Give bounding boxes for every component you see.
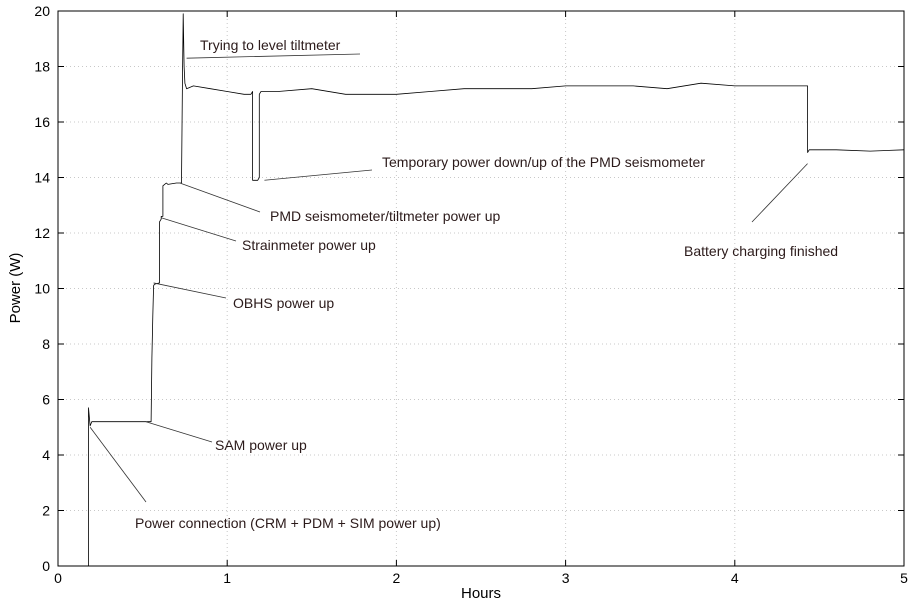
annotation-leader bbox=[186, 53, 361, 59]
x-tick-label: 3 bbox=[562, 570, 570, 586]
x-axis-title: Hours bbox=[461, 585, 501, 602]
annotation-leader bbox=[264, 169, 373, 181]
y-tick-label: 6 bbox=[42, 392, 50, 408]
y-tick-label: 2 bbox=[42, 503, 50, 519]
annotation-label: Battery charging finished bbox=[684, 243, 838, 259]
x-tick-label: 1 bbox=[223, 570, 231, 586]
annotation-label: Trying to level tiltmeter bbox=[200, 37, 341, 53]
y-tick-label: 4 bbox=[42, 447, 50, 463]
annotation-label: Power connection (CRM + PDM + SIM power … bbox=[135, 515, 441, 531]
annotation-leader bbox=[145, 421, 213, 443]
annotation-leader bbox=[153, 282, 227, 299]
annotation-label: PMD seismometer/tiltmeter power up bbox=[270, 208, 501, 224]
annotation-leader bbox=[179, 182, 261, 213]
y-tick-label: 0 bbox=[42, 558, 50, 574]
y-tick-label: 8 bbox=[42, 336, 50, 352]
grid bbox=[58, 11, 904, 566]
annotation-label: SAM power up bbox=[215, 437, 307, 453]
y-tick-label: 14 bbox=[34, 170, 50, 186]
x-tick-label: 5 bbox=[900, 570, 908, 586]
annotation-label: OBHS power up bbox=[233, 295, 334, 311]
annotations: Trying to level tiltmeter Temporary power… bbox=[135, 37, 838, 531]
series-layer bbox=[88, 13, 905, 566]
y-axis-title: Power (W) bbox=[7, 253, 24, 324]
x-tick-label: 0 bbox=[54, 570, 62, 586]
y-tick-label: 10 bbox=[34, 281, 50, 297]
annotation-leader bbox=[751, 163, 808, 223]
annotation-label: Strainmeter power up bbox=[242, 237, 376, 253]
annotation-label: Temporary power down/up of the PMD seism… bbox=[382, 154, 705, 170]
plot-frame bbox=[57, 10, 905, 567]
y-tick-label: 12 bbox=[34, 225, 50, 241]
x-tick-label: 4 bbox=[731, 570, 739, 586]
y-tick-label: 16 bbox=[34, 114, 50, 130]
series-line-power bbox=[88, 13, 905, 566]
y-tick-label: 18 bbox=[34, 59, 50, 75]
y-tick-label: 20 bbox=[34, 3, 50, 19]
annotation-leader bbox=[161, 217, 237, 242]
annotation-leaders bbox=[89, 53, 808, 503]
annotation-leader bbox=[89, 427, 147, 503]
x-tick-label: 2 bbox=[393, 570, 401, 586]
